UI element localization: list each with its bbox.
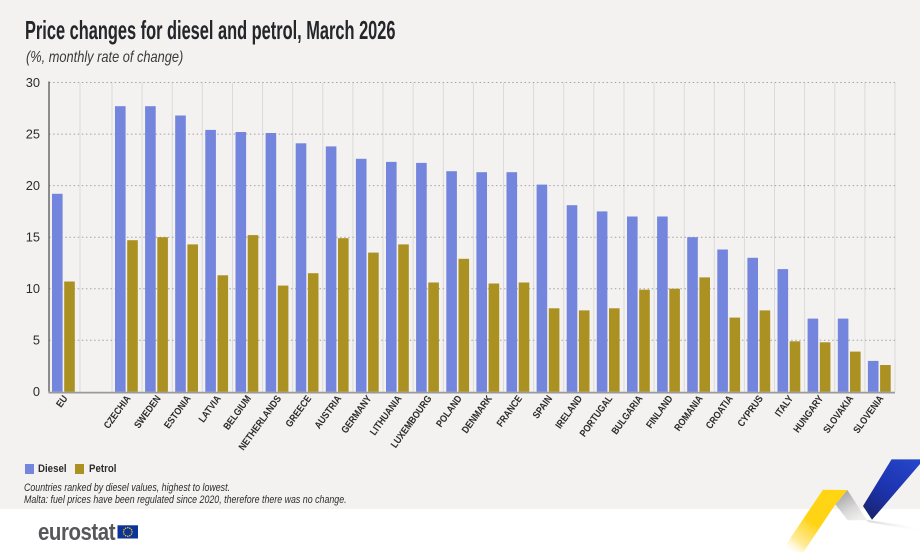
svg-text:ROMANIA: ROMANIA (672, 393, 705, 433)
svg-text:20: 20 (26, 178, 40, 193)
svg-text:BULGARIA: BULGARIA (609, 393, 644, 436)
svg-text:POLAND: POLAND (434, 393, 464, 429)
svg-text:CZECHIA: CZECHIA (102, 393, 133, 430)
svg-text:5: 5 (33, 333, 40, 348)
svg-text:0: 0 (33, 384, 40, 399)
svg-text:10: 10 (26, 281, 40, 296)
svg-text:15: 15 (26, 230, 40, 245)
svg-text:GREECE: GREECE (283, 393, 313, 429)
svg-text:SWEDEN: SWEDEN (132, 393, 163, 430)
svg-text:AUSTRIA: AUSTRIA (312, 393, 343, 430)
svg-text:SPAIN: SPAIN (531, 393, 555, 420)
svg-text:ITALY: ITALY (773, 393, 796, 419)
svg-text:DENMARK: DENMARK (460, 393, 495, 435)
svg-text:ESTONIA: ESTONIA (162, 393, 193, 430)
svg-text:BELGIUM: BELGIUM (221, 393, 253, 432)
svg-text:25: 25 (26, 126, 40, 141)
svg-text:EU: EU (54, 393, 70, 409)
svg-text:FRANCE: FRANCE (495, 393, 525, 428)
svg-text:FINLAND: FINLAND (644, 393, 675, 430)
svg-text:SLOVENIA: SLOVENIA (851, 393, 886, 435)
svg-text:LATVIA: LATVIA (197, 393, 224, 424)
svg-text:30: 30 (26, 75, 40, 90)
svg-text:IRELAND: IRELAND (553, 393, 584, 430)
svg-text:CYPRUS: CYPRUS (735, 393, 765, 428)
svg-text:CROATIA: CROATIA (704, 393, 735, 431)
